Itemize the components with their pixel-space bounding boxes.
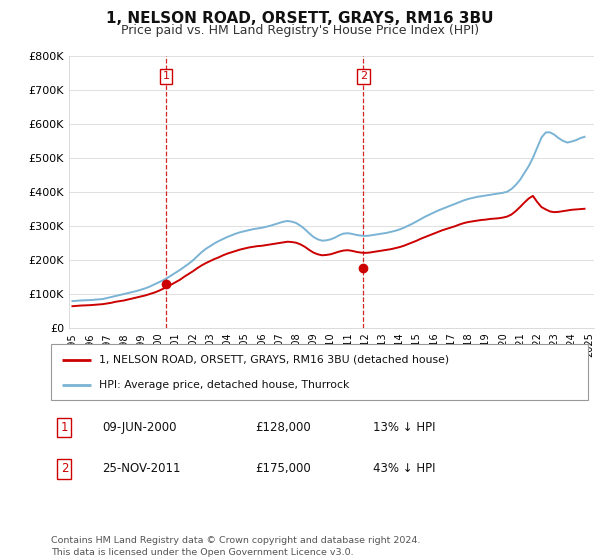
Text: 43% ↓ HPI: 43% ↓ HPI (373, 462, 436, 475)
Text: HPI: Average price, detached house, Thurrock: HPI: Average price, detached house, Thur… (100, 380, 350, 390)
Text: 25-NOV-2011: 25-NOV-2011 (102, 462, 181, 475)
FancyBboxPatch shape (51, 344, 588, 400)
Text: 13% ↓ HPI: 13% ↓ HPI (373, 421, 436, 434)
Text: 2: 2 (360, 71, 367, 81)
Text: 1, NELSON ROAD, ORSETT, GRAYS, RM16 3BU: 1, NELSON ROAD, ORSETT, GRAYS, RM16 3BU (106, 11, 494, 26)
Text: £128,000: £128,000 (255, 421, 311, 434)
Text: Price paid vs. HM Land Registry's House Price Index (HPI): Price paid vs. HM Land Registry's House … (121, 24, 479, 36)
Text: 1, NELSON ROAD, ORSETT, GRAYS, RM16 3BU (detached house): 1, NELSON ROAD, ORSETT, GRAYS, RM16 3BU … (100, 354, 449, 365)
Text: Contains HM Land Registry data © Crown copyright and database right 2024.
This d: Contains HM Land Registry data © Crown c… (51, 536, 421, 557)
Text: £175,000: £175,000 (255, 462, 311, 475)
Text: 1: 1 (61, 421, 68, 434)
Text: 2: 2 (61, 462, 68, 475)
Text: 1: 1 (163, 71, 170, 81)
Text: 09-JUN-2000: 09-JUN-2000 (102, 421, 176, 434)
